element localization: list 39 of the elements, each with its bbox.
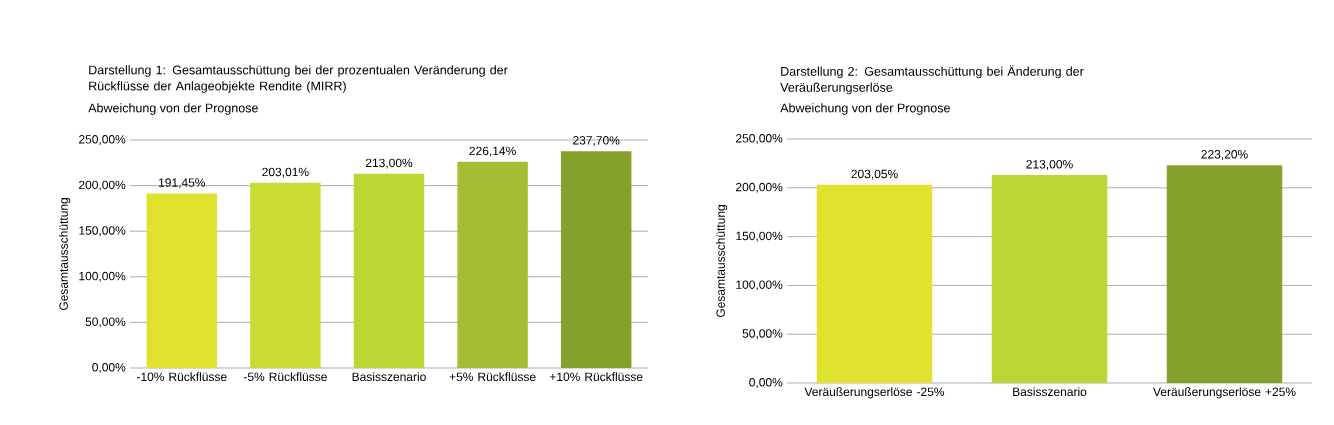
data-label: 213,00% bbox=[1026, 160, 1073, 170]
x-tick-label: +10% Rückflüsse bbox=[549, 372, 643, 382]
data-label: 203,01% bbox=[262, 167, 309, 178]
y-axis-title: Gesamtausschüttung bbox=[716, 205, 728, 318]
y-tick-label: 150,00% bbox=[736, 231, 783, 242]
x-tick-label: -5% Rückflüsse bbox=[243, 372, 327, 382]
x-tick-label: Veräußerungserlöse -25% bbox=[804, 387, 945, 399]
y-tick-label: 100,00% bbox=[79, 271, 126, 282]
y-tick-label: 50,00% bbox=[85, 317, 126, 328]
y-tick-label: 0,00% bbox=[92, 363, 126, 373]
y-tick-label: 100,00% bbox=[736, 280, 783, 291]
y-tick-label: 50,00% bbox=[742, 329, 783, 340]
data-label: 191,45% bbox=[159, 178, 206, 189]
y-tick-label: 250,00% bbox=[79, 135, 126, 145]
data-label: 223,20% bbox=[1201, 150, 1248, 160]
y-tick-label: 200,00% bbox=[79, 180, 126, 191]
x-tick-label: Basisszenario bbox=[352, 372, 426, 382]
bar bbox=[353, 173, 425, 368]
chart-subtitle: Abweichung von der Prognose bbox=[780, 103, 950, 115]
bar bbox=[457, 161, 528, 368]
x-tick-label: -10% Rückflüsse bbox=[136, 372, 227, 382]
x-tick-label: Basisszenario bbox=[1013, 387, 1087, 397]
x-tick-label: Veräußerungserlöse +25% bbox=[1153, 387, 1296, 399]
bar bbox=[250, 182, 321, 368]
chart-title: Darstellung 2: Gesamtausschüttung bei Änderung der Veräußerungserlöse bbox=[780, 65, 1084, 95]
data-label: 213,00% bbox=[365, 158, 413, 169]
y-axis-title: Gesamtausschüttung bbox=[59, 198, 71, 311]
y-tick-label: 250,00% bbox=[736, 134, 783, 144]
bar bbox=[146, 193, 218, 368]
data-label: 203,05% bbox=[851, 169, 898, 180]
y-tick-label: 200,00% bbox=[736, 182, 783, 193]
data-label: 237,70% bbox=[573, 136, 620, 147]
y-tick-label: 0,00% bbox=[749, 378, 783, 388]
data-label: 226,14% bbox=[469, 146, 516, 157]
chart-subtitle: Abweichung von der Prognose bbox=[88, 103, 258, 115]
y-tick-label: 150,00% bbox=[79, 226, 126, 237]
x-tick-label: +5% Rückflüsse bbox=[449, 372, 536, 382]
chart-title: Darstellung 1: Gesamtausschüttung bei der prozentualen Veränderung der Rückflüsse der Anlageobjekte Rendite (MIRR) bbox=[89, 65, 508, 93]
bar bbox=[560, 151, 632, 368]
